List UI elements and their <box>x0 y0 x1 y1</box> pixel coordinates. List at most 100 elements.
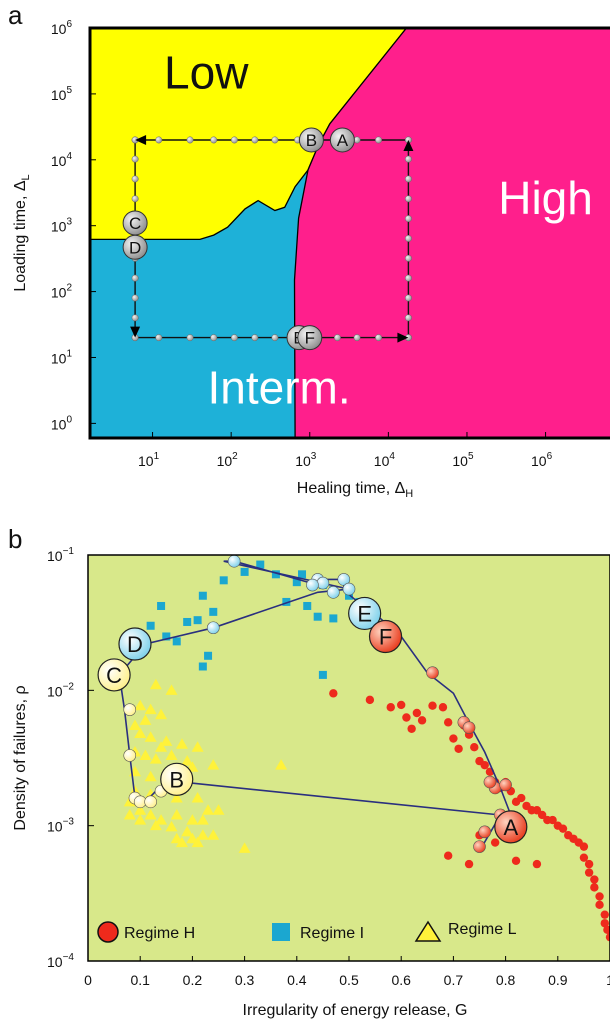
state-node-f <box>368 619 403 654</box>
regime-h-point <box>397 700 406 710</box>
regime-l-point <box>175 738 188 749</box>
panel-b-xlabel: Irregularity of energy release, G <box>243 1002 468 1019</box>
state-node-d <box>122 234 148 260</box>
loop-point <box>210 136 218 144</box>
regime-i-point <box>183 617 192 626</box>
legend: Regime H Regime I Regime L <box>97 920 517 943</box>
regime-h-point <box>407 724 416 733</box>
regime-h-point <box>584 868 594 877</box>
regime-l-point <box>191 836 204 848</box>
regime-l-point <box>149 819 162 831</box>
regime-l-point <box>128 719 141 730</box>
x-tick-label: 106 <box>531 451 553 469</box>
loop-point <box>404 314 412 322</box>
regime-h-point <box>428 701 437 710</box>
loop-point <box>155 334 163 342</box>
regime-l-point <box>196 829 209 840</box>
trajectory-node <box>342 582 356 596</box>
regime-i-point <box>282 597 291 606</box>
x-tick-label: 104 <box>374 451 396 469</box>
x-tick-label: 0.2 <box>183 972 203 988</box>
regime-l-point <box>191 741 204 752</box>
loop-point <box>404 215 412 223</box>
regime-l-point <box>134 814 147 825</box>
state-node-e <box>348 596 382 631</box>
loop-point <box>353 334 361 342</box>
regime-l-point <box>165 820 178 832</box>
regime-h-point <box>417 716 427 725</box>
regime-i-point <box>209 607 218 616</box>
regime-h-point <box>600 910 609 919</box>
regime-l-point <box>155 708 168 720</box>
regime-i-point <box>313 612 322 621</box>
regime-l-point <box>275 759 288 770</box>
trajectory-node <box>337 573 351 586</box>
loop-point <box>404 155 412 163</box>
regime-i-point <box>157 601 166 610</box>
regime-i-point <box>146 621 155 630</box>
x-tick-label: 0.7 <box>444 972 464 988</box>
trajectory-node <box>478 825 492 839</box>
region-high <box>293 28 610 438</box>
regime-h-point <box>590 883 599 892</box>
trajectory-node <box>426 666 439 679</box>
regime-i-point <box>298 570 307 579</box>
loop-point <box>375 334 382 342</box>
regime-i-point <box>240 567 249 576</box>
regime-l-point <box>181 825 194 837</box>
loop-point <box>251 334 259 342</box>
trajectory-node <box>473 840 486 853</box>
region-labels: Low High Interm. <box>164 47 593 414</box>
y-tick-label: 104 <box>51 151 73 169</box>
y-tick-label: 10−1 <box>47 546 74 564</box>
loop-point <box>271 136 279 144</box>
regime-h-point <box>548 815 557 825</box>
regime-h-point <box>438 703 448 712</box>
regime-h-point <box>412 708 422 718</box>
loop-point <box>230 334 238 342</box>
regime-h-point <box>511 856 521 866</box>
regime-l-point <box>207 829 220 840</box>
panel-a-label: a <box>8 0 23 30</box>
x-tick-label: 0.9 <box>548 972 568 988</box>
regime-l-point <box>238 842 251 853</box>
panel-a-frame <box>88 26 610 440</box>
regime-h-point <box>537 810 547 820</box>
loop-point <box>131 274 139 282</box>
trajectory-node <box>316 576 330 590</box>
regime-l-point <box>207 759 220 770</box>
region-map <box>90 28 610 438</box>
regime-h-point <box>449 734 458 743</box>
loop-point <box>333 334 341 342</box>
regime-h-point <box>443 851 453 860</box>
loop-point <box>155 136 163 144</box>
y-tick-label: 10−4 <box>47 952 74 970</box>
regime-h-point <box>595 900 604 910</box>
loop-point <box>404 294 412 302</box>
regime-i-point <box>204 651 213 660</box>
regime-l-point <box>149 753 162 764</box>
legend-label-regime-h: Regime H <box>124 925 195 942</box>
regime-h-point <box>590 875 599 884</box>
regime-i-point <box>271 570 280 579</box>
legend-label-regime-l: Regime L <box>448 921 517 938</box>
state-node-f <box>297 325 323 351</box>
state-node-label: A <box>503 815 518 840</box>
trajectory-node <box>327 586 340 599</box>
regime-l-point <box>186 814 199 825</box>
arrow-head <box>403 140 414 151</box>
state-node-label: D <box>127 632 143 657</box>
state-node-label: A <box>337 131 349 150</box>
state-node-a <box>494 810 528 844</box>
loop-point <box>404 254 412 262</box>
regime-h-point <box>517 793 526 803</box>
regime-l-point <box>155 814 168 825</box>
loop-point <box>375 136 382 144</box>
regime-h-point <box>579 853 589 862</box>
loop-point <box>404 195 412 203</box>
regime-h-point <box>579 842 589 851</box>
regime-i-point <box>345 591 353 600</box>
regime-h-point <box>402 713 411 722</box>
